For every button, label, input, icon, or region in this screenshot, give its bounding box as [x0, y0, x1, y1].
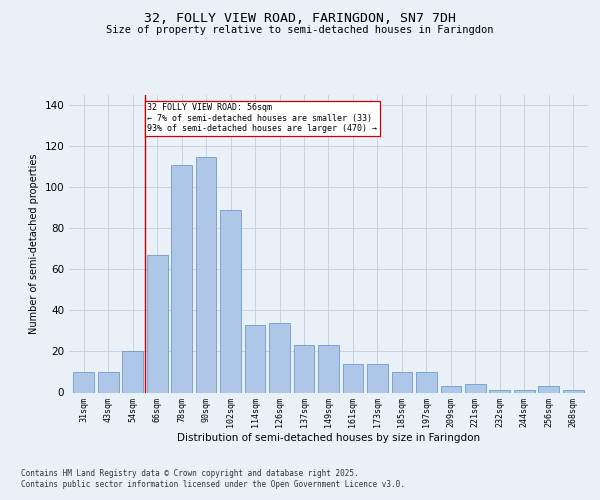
Bar — [465, 384, 486, 392]
Text: 32, FOLLY VIEW ROAD, FARINGDON, SN7 7DH: 32, FOLLY VIEW ROAD, FARINGDON, SN7 7DH — [144, 12, 456, 26]
Bar — [245, 325, 265, 392]
Text: 32 FOLLY VIEW ROAD: 56sqm
← 7% of semi-detached houses are smaller (33)
93% of s: 32 FOLLY VIEW ROAD: 56sqm ← 7% of semi-d… — [148, 103, 377, 133]
Bar — [220, 210, 241, 392]
Bar — [343, 364, 364, 392]
X-axis label: Distribution of semi-detached houses by size in Faringdon: Distribution of semi-detached houses by … — [177, 433, 480, 443]
Bar — [293, 346, 314, 393]
Bar — [196, 156, 217, 392]
Bar — [440, 386, 461, 392]
Bar — [538, 386, 559, 392]
Text: Contains public sector information licensed under the Open Government Licence v3: Contains public sector information licen… — [21, 480, 405, 489]
Bar — [392, 372, 412, 392]
Y-axis label: Number of semi-detached properties: Number of semi-detached properties — [29, 154, 39, 334]
Text: Size of property relative to semi-detached houses in Faringdon: Size of property relative to semi-detach… — [106, 25, 494, 35]
Bar — [318, 346, 339, 393]
Bar — [171, 165, 192, 392]
Bar — [490, 390, 510, 392]
Bar — [416, 372, 437, 392]
Bar — [269, 322, 290, 392]
Bar — [147, 255, 167, 392]
Bar — [122, 352, 143, 393]
Bar — [98, 372, 119, 392]
Bar — [563, 390, 584, 392]
Bar — [514, 390, 535, 392]
Bar — [73, 372, 94, 392]
Text: Contains HM Land Registry data © Crown copyright and database right 2025.: Contains HM Land Registry data © Crown c… — [21, 469, 359, 478]
Bar — [367, 364, 388, 392]
